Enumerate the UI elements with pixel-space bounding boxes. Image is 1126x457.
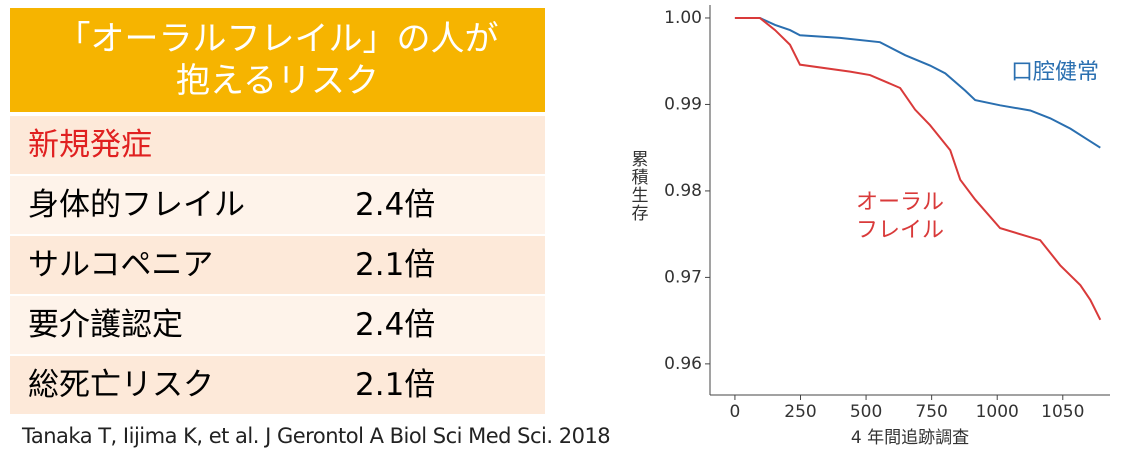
header-line: 抱えるリスク — [176, 61, 379, 101]
cell: 身体的フレイル — [28, 187, 245, 223]
series-label: オーラルフレイル — [856, 190, 944, 243]
cell: 2.4倍 — [355, 187, 436, 223]
table-header: 「オーラルフレイル」の人が 抱えるリスク — [10, 8, 545, 112]
x-tick-label: 500 — [850, 402, 882, 422]
citation: Tanaka T, Iijima K, et al. J Gerontol A … — [22, 424, 611, 448]
x-tick-label: 750 — [915, 402, 947, 422]
cell: 要介護認定 — [28, 307, 183, 343]
line — [734, 16, 1101, 149]
cell: 新規発症 — [28, 127, 152, 163]
table-row: 身体的フレイル 2.4倍 — [10, 176, 545, 234]
x-tick-label: 1050 — [1041, 402, 1084, 422]
table-row: 総死亡リスク 2.1倍 — [10, 356, 545, 414]
cell: 2.1倍 — [355, 247, 436, 283]
x-axis-label: 4 年間追跡調査 — [851, 428, 969, 448]
table-row: 要介護認定 2.4倍 — [10, 296, 545, 354]
x-tick-label: 250 — [784, 402, 816, 422]
cell: 2.4倍 — [355, 307, 436, 343]
y-tick-label: 0.98 — [664, 181, 702, 201]
header-line: 「オーラルフレイル」の人が — [56, 19, 499, 59]
y-tick-label: 1.00 — [664, 8, 702, 28]
y-tick-label: 0.97 — [664, 267, 702, 287]
series-label: 口腔健常 — [1011, 60, 1099, 85]
cell: 2.1倍 — [355, 367, 436, 403]
x-tick-label: 0 — [730, 402, 741, 422]
y-axis-label: 累積生存 — [632, 150, 649, 224]
table-row: サルコペニア 2.1倍 — [10, 236, 545, 294]
y-tick-label: 0.99 — [664, 94, 702, 114]
y-tick-label: 0.96 — [664, 354, 702, 374]
cell: サルコペニア — [28, 247, 214, 283]
cell: 総死亡リスク — [28, 367, 214, 403]
table-row: 新規発症 — [10, 116, 545, 174]
line — [734, 16, 1102, 321]
x-tick-label: 1000 — [976, 402, 1019, 422]
